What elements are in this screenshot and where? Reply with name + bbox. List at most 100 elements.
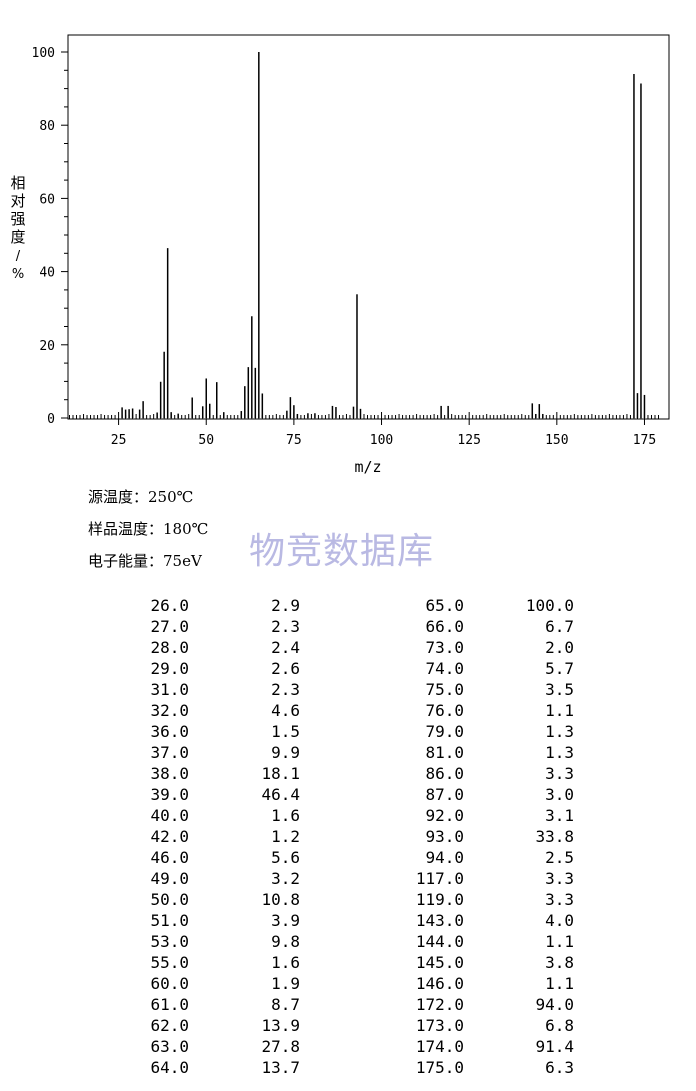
intensity-value: 33.8 <box>535 827 574 846</box>
mz-value: 174.0 <box>415 1037 464 1056</box>
intensity-value: 13.7 <box>261 1058 300 1077</box>
intensity-value: 46.4 <box>261 785 300 804</box>
mz-value: 36.0 <box>150 722 189 741</box>
intensity-value: 6.3 <box>545 1058 574 1077</box>
intensity-value: 9.9 <box>271 743 300 762</box>
mz-value: 79.0 <box>425 722 464 741</box>
mz-value: 117.0 <box>415 869 464 888</box>
y-axis-label-char: / <box>16 249 21 264</box>
intensity-value: 5.7 <box>545 659 574 678</box>
mz-value: 42.0 <box>150 827 189 846</box>
intensity-value: 2.5 <box>545 848 574 867</box>
intensity-value: 1.6 <box>271 953 300 972</box>
table-row: 31.0 2.3 75.0 3.5 <box>0 679 696 700</box>
mz-value: 74.0 <box>425 659 464 678</box>
electron-energy-label: 电子能量： <box>88 552 164 570</box>
intensity-value: 6.7 <box>545 617 574 636</box>
mz-value: 28.0 <box>150 638 189 657</box>
intensity-value: 3.3 <box>545 869 574 888</box>
intensity-value: 1.1 <box>545 932 574 951</box>
x-tick-label: 25 <box>111 433 127 448</box>
y-axis-label-char: 强 <box>10 210 25 228</box>
mz-value: 173.0 <box>415 1016 464 1035</box>
mz-value: 26.0 <box>150 596 189 615</box>
table-row: 50.0 10.8 119.0 3.3 <box>0 889 696 910</box>
mz-value: 175.0 <box>415 1058 464 1077</box>
x-tick-label: 100 <box>370 433 393 448</box>
mz-value: 94.0 <box>425 848 464 867</box>
intensity-value: 1.1 <box>545 701 574 720</box>
intensity-value: 2.4 <box>271 638 300 657</box>
table-row: 63.0 27.8 174.0 91.4 <box>0 1036 696 1057</box>
intensity-value: 1.9 <box>271 974 300 993</box>
intensity-value: 94.0 <box>535 995 574 1014</box>
sample-temperature: 样品温度：180℃ <box>88 518 208 539</box>
mz-value: 50.0 <box>150 890 189 909</box>
intensity-value: 8.7 <box>271 995 300 1014</box>
x-tick-label: 50 <box>198 433 214 448</box>
y-tick-label: 20 <box>39 339 55 354</box>
intensity-value: 3.3 <box>545 764 574 783</box>
table-row: 61.0 8.7 172.0 94.0 <box>0 994 696 1015</box>
electron-energy: 电子能量：75eV <box>88 550 202 571</box>
y-tick-label: 0 <box>47 412 55 427</box>
table-row: 36.0 1.5 79.0 1.3 <box>0 721 696 742</box>
source-temperature-value: 250℃ <box>148 488 194 506</box>
table-row: 49.0 3.2 117.0 3.3 <box>0 868 696 889</box>
intensity-value: 1.1 <box>545 974 574 993</box>
table-row: 64.0 13.7 175.0 6.3 <box>0 1057 696 1078</box>
intensity-value: 3.3 <box>545 890 574 909</box>
intensity-value: 13.9 <box>261 1016 300 1035</box>
y-axis-label-char: 对 <box>10 192 25 210</box>
mz-value: 75.0 <box>425 680 464 699</box>
mz-value: 40.0 <box>150 806 189 825</box>
mz-value: 87.0 <box>425 785 464 804</box>
mz-value: 172.0 <box>415 995 464 1014</box>
intensity-value: 1.2 <box>271 827 300 846</box>
intensity-value: 3.0 <box>545 785 574 804</box>
mass-spectrum-chart: 25 50 75 100 125 150 175 0 20 40 60 80 100 m/z 相对强度 /… <box>10 34 670 476</box>
table-row: 29.0 2.6 74.0 5.7 <box>0 658 696 679</box>
table-row: 26.0 2.9 65.0 100.0 <box>0 595 696 616</box>
intensity-value: 2.3 <box>271 617 300 636</box>
mz-value: 53.0 <box>150 932 189 951</box>
intensity-value: 3.9 <box>271 911 300 930</box>
intensity-value: 4.6 <box>271 701 300 720</box>
mz-value: 37.0 <box>150 743 189 762</box>
intensity-value: 3.2 <box>271 869 300 888</box>
intensity-value: 1.3 <box>545 722 574 741</box>
intensity-value: 3.5 <box>545 680 574 699</box>
mz-value: 63.0 <box>150 1037 189 1056</box>
source-temperature-label: 源温度： <box>88 488 149 506</box>
intensity-value: 1.3 <box>545 743 574 762</box>
mz-value: 64.0 <box>150 1058 189 1077</box>
intensity-value: 2.3 <box>271 680 300 699</box>
mz-value: 119.0 <box>415 890 464 909</box>
table-row: 51.0 3.9 143.0 4.0 <box>0 910 696 931</box>
mz-value: 76.0 <box>425 701 464 720</box>
intensity-value: 6.8 <box>545 1016 574 1035</box>
intensity-value: 9.8 <box>271 932 300 951</box>
intensity-value: 3.8 <box>545 953 574 972</box>
mz-value: 143.0 <box>415 911 464 930</box>
intensity-value: 1.6 <box>271 806 300 825</box>
source-temperature: 源温度：250℃ <box>88 486 193 507</box>
mz-value: 49.0 <box>150 869 189 888</box>
table-row: 39.0 46.4 87.0 3.0 <box>0 784 696 805</box>
y-axis-label: 相对强度 /% <box>10 174 25 282</box>
intensity-value: 27.8 <box>261 1037 300 1056</box>
mz-value: 73.0 <box>425 638 464 657</box>
intensity-value: 100.0 <box>525 596 574 615</box>
mz-value: 39.0 <box>150 785 189 804</box>
x-tick-label: 125 <box>457 433 480 448</box>
mz-value: 46.0 <box>150 848 189 867</box>
mz-value: 62.0 <box>150 1016 189 1035</box>
x-tick-label: 75 <box>286 433 302 448</box>
y-axis-label-char: % <box>12 267 24 282</box>
table-row: 42.0 1.2 93.0 33.8 <box>0 826 696 847</box>
sample-temperature-value: 180℃ <box>163 520 209 538</box>
x-tick-label: 150 <box>545 433 568 448</box>
mz-value: 144.0 <box>415 932 464 951</box>
mz-value: 55.0 <box>150 953 189 972</box>
mz-value: 81.0 <box>425 743 464 762</box>
